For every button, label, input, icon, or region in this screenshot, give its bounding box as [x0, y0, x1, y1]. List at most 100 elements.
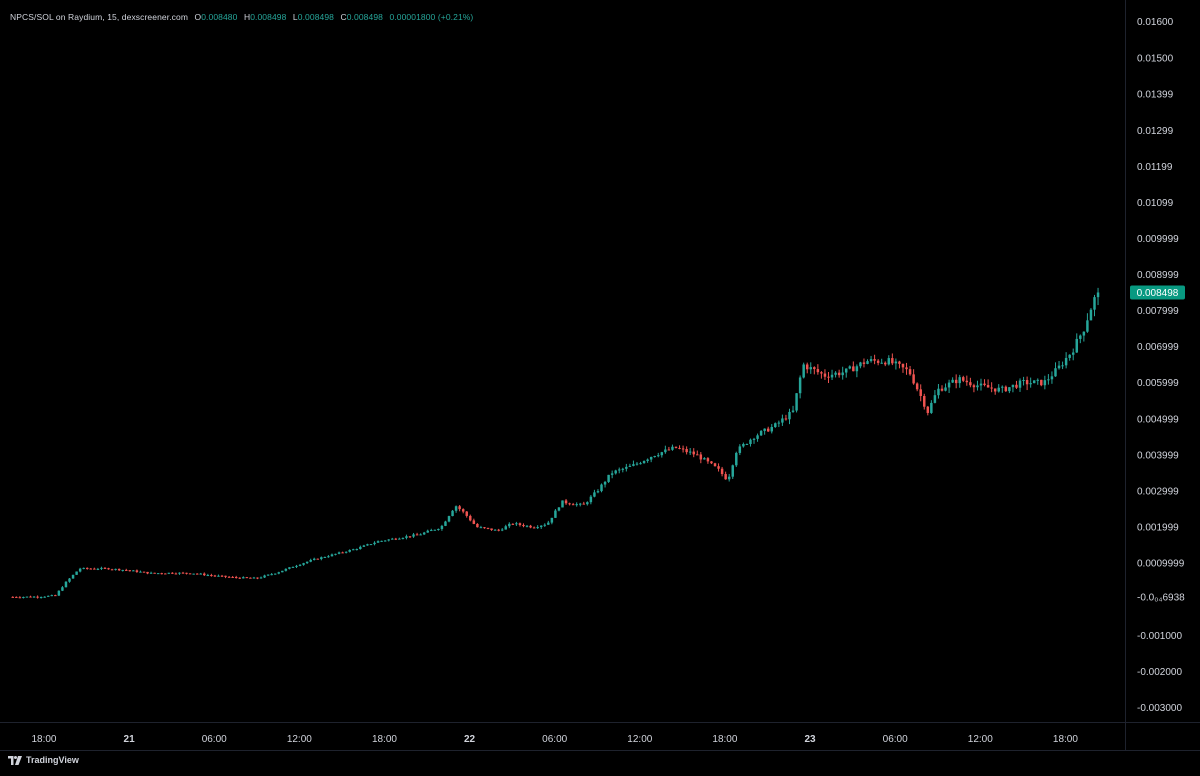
candle-body: [788, 411, 791, 420]
candle-body: [125, 569, 128, 571]
candle-body: [844, 368, 848, 373]
candle-body: [298, 564, 302, 566]
candle-body: [511, 523, 515, 525]
candle-body: [873, 359, 876, 361]
candle-body: [192, 573, 195, 575]
candle-body: [263, 575, 266, 578]
candle-body: [1075, 338, 1079, 353]
candle-body: [461, 509, 465, 512]
candle-body: [1050, 376, 1054, 380]
candle-body: [703, 458, 706, 460]
candle-body: [575, 504, 578, 506]
candle-body: [199, 573, 202, 575]
y-tick-label: -0.003000: [1137, 703, 1182, 714]
candle-body: [50, 595, 54, 597]
candle-body: [447, 516, 451, 522]
candle-body: [337, 552, 341, 554]
y-tick-label: 0.01099: [1137, 198, 1174, 209]
candle-body: [766, 428, 770, 432]
candle-body: [451, 510, 454, 517]
candle-body: [1086, 320, 1089, 332]
candle-body: [121, 569, 124, 571]
candle-body: [238, 577, 241, 579]
candle-body: [571, 504, 575, 506]
y-tick-label: 0.01600: [1137, 17, 1174, 28]
candle-body: [639, 463, 642, 465]
candle-body: [912, 374, 915, 384]
x-tick-label: 12:00: [968, 734, 993, 745]
candle-body: [472, 520, 476, 524]
candle-body: [990, 387, 993, 389]
candle-body: [614, 470, 617, 474]
candle-body: [490, 528, 493, 531]
y-tick-label: 0.0009999: [1137, 559, 1185, 570]
candle-body: [887, 358, 891, 365]
candle-body: [203, 573, 206, 576]
candle-body: [312, 558, 316, 560]
candle-body: [440, 525, 444, 529]
tradingview-logo[interactable]: TradingView: [8, 755, 79, 765]
candle-body: [1047, 379, 1050, 381]
candle-body: [22, 596, 25, 598]
candle-body: [405, 536, 408, 538]
candle-body: [550, 517, 554, 523]
y-tick-label: 0.002999: [1137, 486, 1179, 497]
candle-body: [11, 596, 15, 598]
candle-body: [777, 422, 781, 424]
candle-body: [493, 529, 497, 531]
candle-body: [901, 363, 905, 368]
change-value: 0.00001800 (+0.21%): [389, 12, 474, 22]
candle-body: [1061, 365, 1064, 367]
candle-body: [408, 536, 412, 538]
x-tick-label: 18:00: [31, 734, 56, 745]
candle-body: [249, 577, 252, 579]
candle-body: [578, 503, 582, 505]
candle-body: [135, 570, 139, 572]
candle-body: [75, 571, 78, 575]
candle-body: [586, 502, 589, 505]
candle-body: [876, 360, 880, 363]
candle-body: [1015, 384, 1018, 388]
candle-body: [128, 570, 132, 572]
candle-body: [1025, 380, 1029, 385]
candle-body: [1018, 380, 1022, 388]
candle-body: [164, 573, 167, 575]
candle-body: [958, 377, 961, 384]
candle-body: [798, 377, 802, 394]
candle-body: [508, 523, 511, 527]
candle-body: [465, 511, 468, 516]
candle-body: [1096, 292, 1100, 298]
candle-body: [933, 395, 937, 403]
candle-body: [256, 577, 259, 579]
candle-body: [880, 362, 883, 364]
candle-body: [213, 575, 217, 577]
candle-body: [341, 552, 344, 554]
candle-body: [657, 455, 660, 457]
candle-body: [483, 527, 486, 529]
candle-body: [947, 382, 951, 388]
candle-body: [536, 527, 539, 529]
open-label: O: [194, 12, 202, 22]
candle-body: [1022, 380, 1025, 382]
candle-body: [919, 389, 922, 396]
footer-bar: TradingView: [0, 750, 1200, 772]
candle-body: [486, 527, 490, 529]
candle-body: [391, 538, 394, 540]
candle-body: [774, 423, 777, 428]
candle-body: [107, 568, 110, 570]
x-tick-label: 12:00: [627, 734, 652, 745]
candle-body: [355, 549, 359, 551]
candle-body: [784, 418, 788, 420]
y-tick-label: 0.01500: [1137, 53, 1174, 64]
candle-body: [688, 451, 692, 453]
candle-body: [110, 569, 114, 571]
candle-body: [628, 465, 632, 467]
candle-body: [979, 383, 983, 386]
candle-body: [444, 521, 447, 526]
candle-body: [532, 527, 536, 529]
candle-body: [667, 449, 671, 451]
candle-body: [724, 474, 727, 480]
candle-body: [752, 438, 756, 440]
